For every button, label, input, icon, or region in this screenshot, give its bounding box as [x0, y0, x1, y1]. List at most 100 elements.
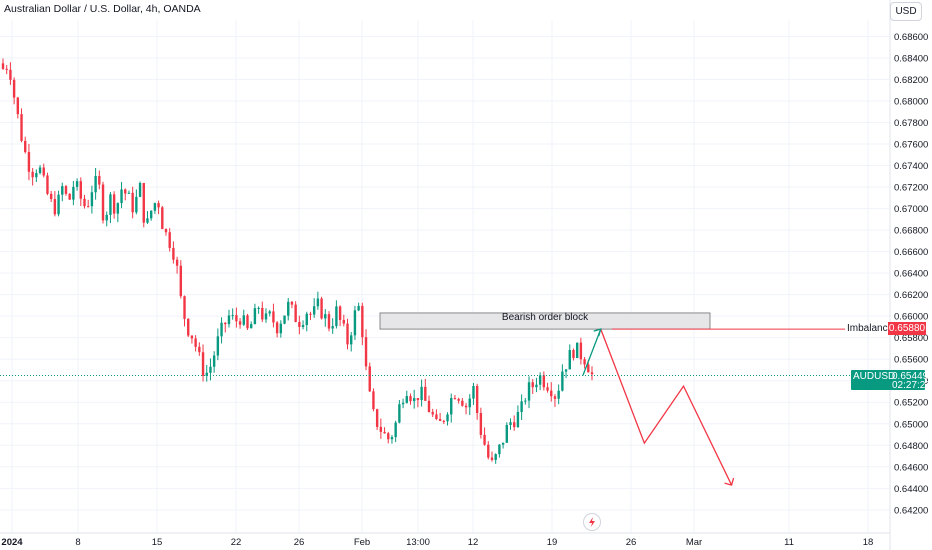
- candle-body: [272, 311, 275, 323]
- candle-body: [101, 184, 105, 221]
- candle-body: [264, 313, 268, 320]
- current-price-tag: AUDUSD 0.65449 02:27:27: [851, 370, 931, 391]
- candle-body: [157, 203, 160, 208]
- candle-body: [494, 454, 497, 460]
- candle-body: [324, 314, 327, 319]
- candle-body: [509, 422, 512, 426]
- candle-body: [513, 422, 516, 428]
- candle-body: [450, 398, 453, 415]
- candle-body: [5, 68, 8, 70]
- candle-body: [316, 298, 320, 307]
- candle-body: [320, 298, 323, 319]
- candle-body: [116, 203, 120, 214]
- candle-body: [483, 434, 486, 445]
- candle-body: [227, 315, 231, 325]
- candle-body: [161, 207, 164, 230]
- candle-body: [183, 296, 186, 319]
- candle-body: [420, 386, 423, 401]
- candle-body: [53, 199, 57, 215]
- candle-body: [331, 326, 334, 329]
- candle-body: [16, 97, 20, 115]
- candle-body: [442, 420, 446, 422]
- candle-body: [57, 194, 60, 215]
- candle-body: [238, 321, 242, 325]
- candle-body: [401, 402, 405, 405]
- candle-body: [453, 398, 457, 400]
- candle-body: [368, 366, 371, 392]
- candle-body: [468, 398, 471, 408]
- candle-body: [542, 375, 546, 388]
- y-tick-label: 0.64600: [894, 462, 928, 473]
- candle-body: [261, 307, 264, 320]
- candle-body: [568, 350, 571, 370]
- candle-body: [438, 418, 442, 421]
- candle-body: [527, 382, 531, 401]
- candle-body: [109, 194, 112, 215]
- x-tick-label: 12: [468, 537, 479, 548]
- candle-body: [390, 437, 394, 440]
- candle-body: [353, 310, 357, 336]
- x-tick-label: Feb: [354, 537, 370, 548]
- y-tick-label: 0.65000: [894, 419, 928, 430]
- candle-body: [168, 232, 171, 248]
- candle-body: [446, 414, 449, 422]
- candle-body: [35, 173, 38, 178]
- y-tick-label: 0.68400: [894, 53, 928, 64]
- y-tick-label: 0.68600: [894, 32, 928, 43]
- candle-body: [490, 457, 494, 460]
- lightning-icon: [589, 517, 595, 527]
- projection-down-path: [600, 328, 733, 486]
- candle-body: [301, 324, 305, 327]
- candle-body: [364, 337, 368, 367]
- candle-body: [587, 364, 590, 373]
- x-tick-label: 22: [231, 537, 242, 548]
- y-tick-label: 0.65600: [894, 355, 928, 366]
- candlesticks: [1, 58, 594, 464]
- candle-body: [94, 175, 97, 193]
- tradingview-logo-icon[interactable]: [583, 513, 601, 531]
- candle-body: [61, 186, 64, 195]
- candle-body: [379, 426, 383, 432]
- candle-body: [112, 194, 116, 214]
- candle-body: [342, 319, 346, 324]
- candle-body: [175, 259, 179, 266]
- candle-body: [409, 396, 412, 402]
- candle-body: [398, 404, 401, 423]
- candle-body: [105, 214, 108, 221]
- candle-body: [24, 140, 27, 153]
- candle-body: [187, 318, 190, 336]
- symbol-label: AUDUSD: [853, 371, 896, 382]
- candle-body: [209, 366, 212, 373]
- candle-body: [179, 265, 183, 297]
- y-tick-label: 0.67000: [894, 204, 928, 215]
- currency-button[interactable]: USD: [890, 2, 922, 21]
- candle-body: [305, 313, 308, 325]
- y-tick-label: 0.67800: [894, 118, 928, 129]
- y-tick-label: 0.64200: [894, 505, 928, 516]
- candle-body: [350, 335, 353, 345]
- candle-body: [531, 382, 534, 388]
- candle-body: [124, 189, 127, 194]
- order-block-zone: [379, 312, 711, 330]
- candle-body: [279, 323, 283, 334]
- y-tick-label: 0.67200: [894, 183, 928, 194]
- candle-body: [372, 391, 375, 410]
- candle-body: [505, 425, 508, 443]
- candle-body: [83, 198, 86, 207]
- candle-body: [394, 422, 397, 438]
- x-tick-label: 18: [863, 537, 874, 548]
- y-tick-label: 0.67600: [894, 140, 928, 151]
- candle-body: [501, 442, 505, 445]
- projection-up-arrowhead: [593, 328, 602, 337]
- candle-body: [153, 203, 157, 211]
- candle-body: [564, 369, 568, 372]
- candle-body: [38, 167, 42, 174]
- candle-body: [479, 413, 483, 435]
- y-tick-label: 0.65800: [894, 333, 928, 344]
- y-tick-label: 0.68200: [894, 75, 928, 86]
- candle-body: [550, 390, 553, 397]
- candle-body: [98, 175, 101, 185]
- candle-body: [427, 400, 431, 413]
- candle-body: [338, 306, 342, 320]
